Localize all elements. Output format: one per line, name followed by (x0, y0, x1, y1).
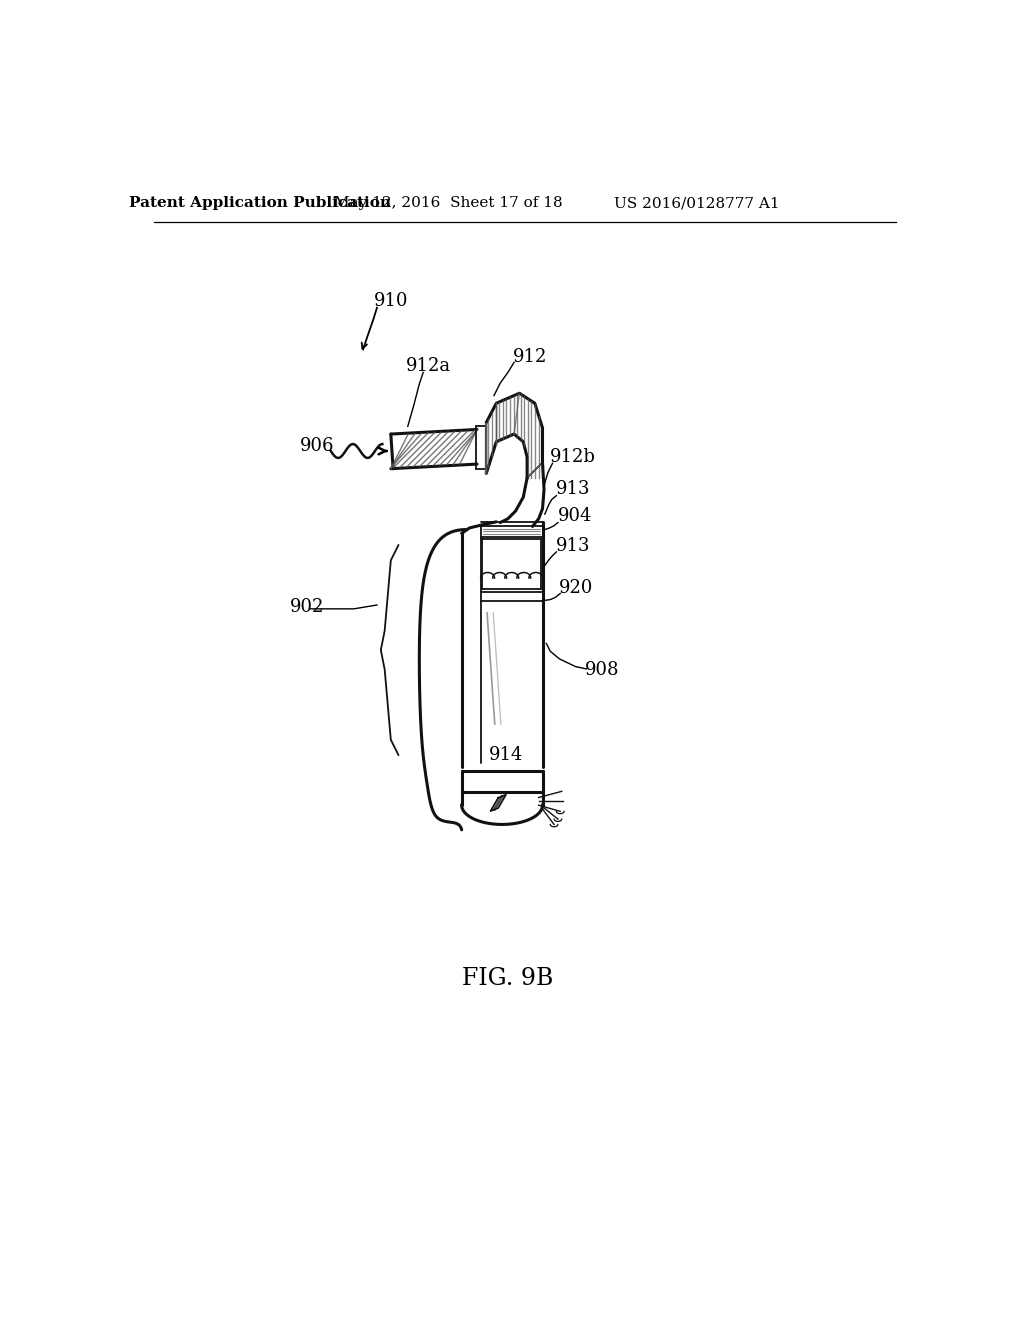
Polygon shape (490, 795, 506, 810)
Text: FIG. 9B: FIG. 9B (462, 968, 554, 990)
Text: 906: 906 (300, 437, 335, 455)
Text: 904: 904 (558, 507, 592, 525)
Text: Patent Application Publication: Patent Application Publication (129, 197, 391, 210)
Text: 902: 902 (290, 598, 325, 615)
Text: 913: 913 (556, 480, 591, 499)
Text: 914: 914 (488, 746, 523, 764)
Text: 913: 913 (556, 537, 591, 554)
Text: 910: 910 (374, 292, 409, 310)
Text: 912b: 912b (550, 449, 596, 466)
Text: 912: 912 (512, 348, 547, 366)
Text: US 2016/0128777 A1: US 2016/0128777 A1 (613, 197, 779, 210)
Text: 912a: 912a (407, 358, 452, 375)
Text: 908: 908 (585, 661, 620, 680)
Text: May 12, 2016  Sheet 17 of 18: May 12, 2016 Sheet 17 of 18 (334, 197, 563, 210)
Text: 920: 920 (559, 579, 593, 597)
